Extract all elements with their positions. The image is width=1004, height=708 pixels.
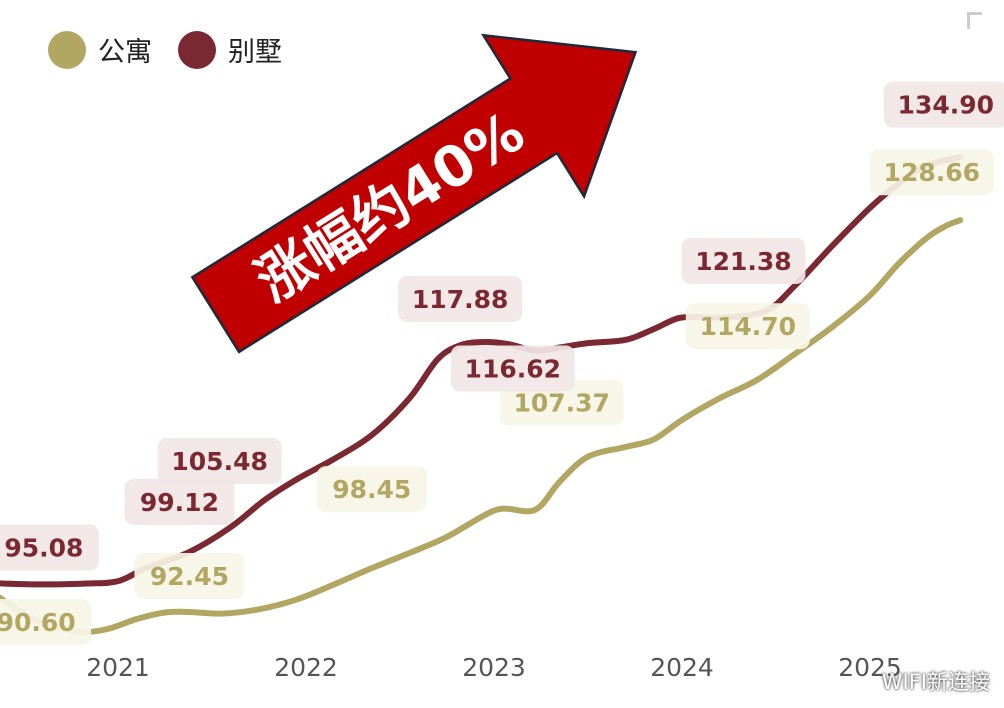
data-label: 92.45: [134, 552, 245, 599]
legend-dot-villa: [178, 30, 216, 69]
x-tick-label: 2021: [86, 653, 150, 682]
data-label: 121.38: [681, 237, 806, 284]
svg-text:107.37: 107.37: [513, 389, 609, 418]
svg-text:134.90: 134.90: [898, 91, 994, 120]
data-label: 99.12: [124, 478, 235, 525]
series-line-apartment: [0, 217, 964, 636]
svg-text:95.08: 95.08: [4, 534, 83, 563]
data-label: 90.60: [0, 599, 92, 645]
svg-text:121.38: 121.38: [695, 247, 791, 276]
svg-text:105.48: 105.48: [171, 447, 267, 476]
legend-label-villa: 别墅: [228, 37, 282, 68]
legend-label-apartment: 公寓: [98, 37, 152, 68]
svg-text:116.62: 116.62: [465, 354, 561, 383]
data-label: 105.48: [157, 437, 282, 484]
data-label: 134.90: [883, 81, 1004, 128]
legend-item-villa[interactable]: 别墅: [178, 30, 282, 69]
svg-text:92.45: 92.45: [150, 562, 229, 591]
corner-bracket-icon: [967, 12, 982, 29]
legend-item-apartment[interactable]: 公寓: [48, 30, 152, 69]
x-tick-label: 2024: [650, 653, 714, 682]
series-line-villa: [0, 154, 964, 588]
legend-dot-apartment: [48, 30, 86, 69]
svg-text:90.60: 90.60: [0, 608, 76, 637]
x-tick-label: 2025: [838, 653, 902, 682]
svg-text:128.66: 128.66: [884, 158, 980, 187]
svg-text:99.12: 99.12: [140, 488, 219, 517]
x-tick-label: 2022: [274, 653, 338, 682]
svg-text:98.45: 98.45: [332, 475, 411, 504]
data-label: 95.08: [0, 524, 99, 571]
data-label: 114.70: [685, 303, 810, 350]
x-tick-label: 2023: [462, 653, 526, 682]
data-label: 98.45: [316, 466, 427, 513]
data-label: 116.62: [450, 345, 575, 392]
svg-text:117.88: 117.88: [412, 285, 508, 314]
watermark: WIFI新连接: [881, 670, 990, 694]
legend: 公寓 别墅: [48, 30, 308, 69]
svg-text:114.70: 114.70: [700, 312, 796, 341]
data-label: 117.88: [398, 275, 523, 322]
data-label: 128.66: [869, 149, 994, 196]
